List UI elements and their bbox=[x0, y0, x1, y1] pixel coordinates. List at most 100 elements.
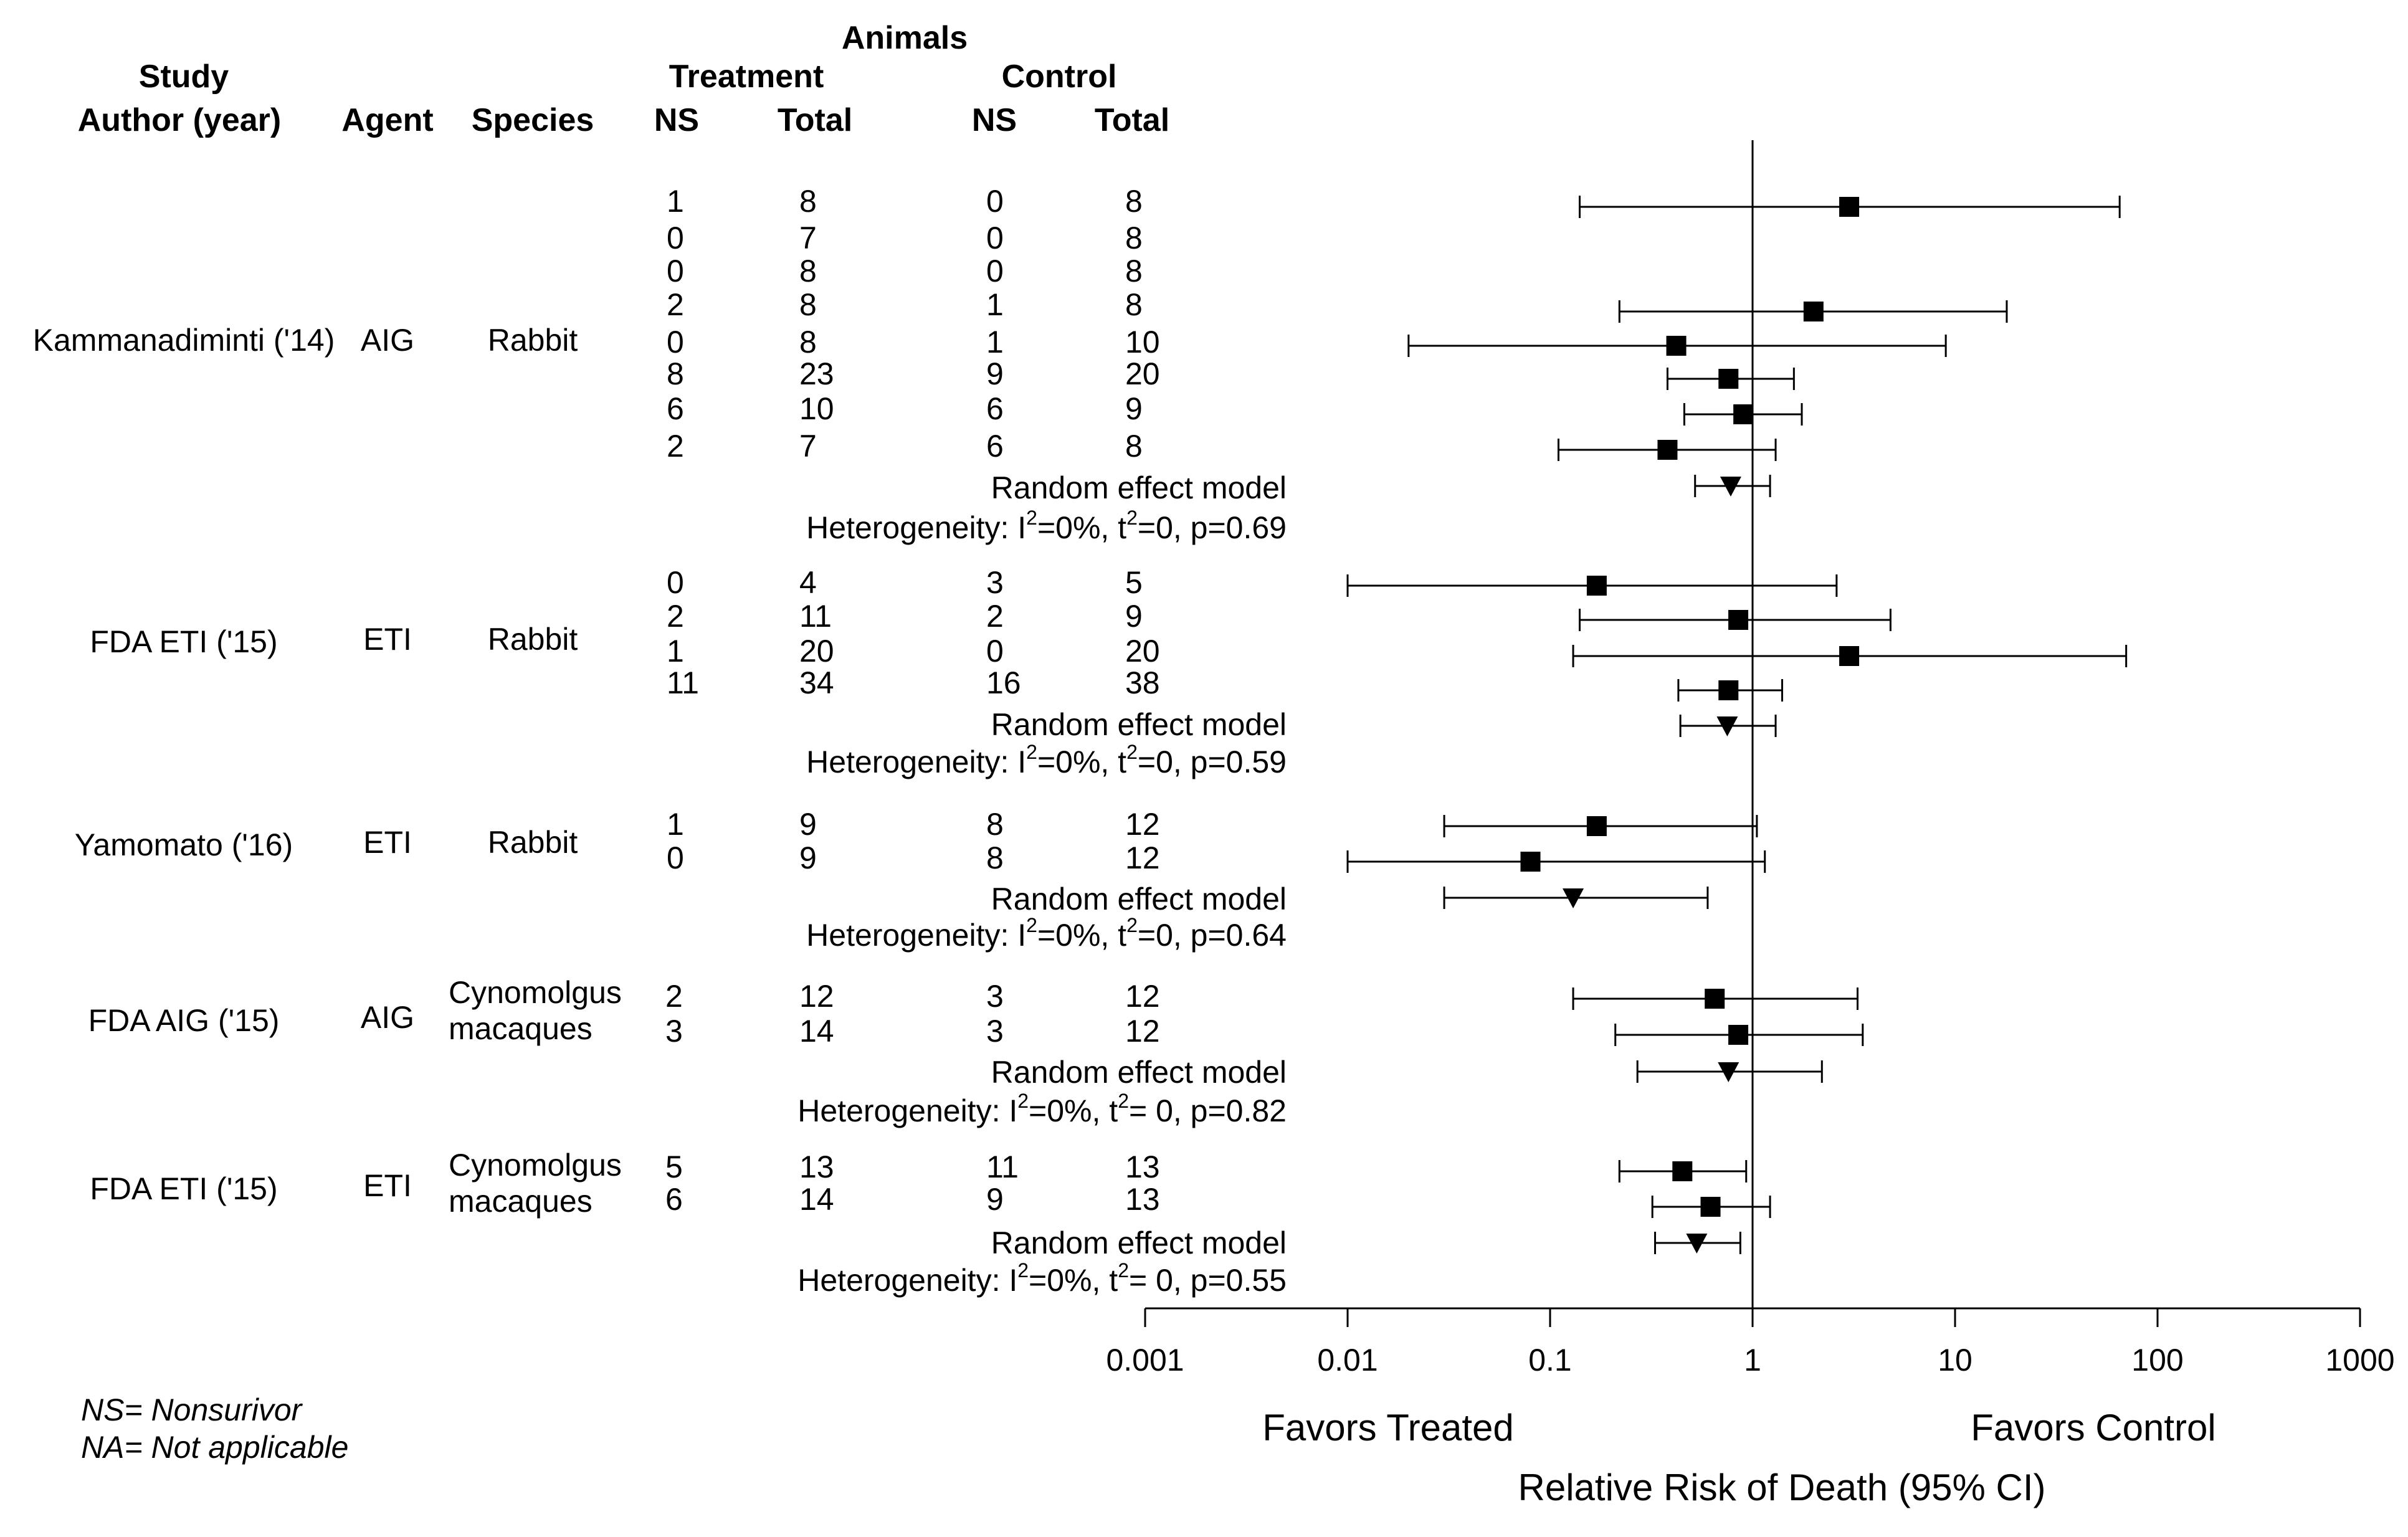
cell-total-treatment: 7 bbox=[799, 221, 817, 255]
random-effect-model-label: Random effect model bbox=[991, 707, 1287, 742]
cell-total-control: 13 bbox=[1125, 1182, 1160, 1217]
cell-ns-control: 16 bbox=[986, 665, 1021, 700]
cell-ns-control: 0 bbox=[986, 221, 1004, 255]
point-estimate-square bbox=[1718, 680, 1739, 700]
cell-ns-treatment: 0 bbox=[667, 565, 684, 600]
point-estimate-square bbox=[1728, 1025, 1749, 1045]
study-label: Kammanadiminti ('14) bbox=[33, 323, 335, 358]
cell-ns-control: 2 bbox=[986, 599, 1004, 634]
cell-ns-control: 3 bbox=[986, 979, 1004, 1014]
cell-ns-control: 11 bbox=[986, 1149, 1019, 1184]
study-estimate bbox=[1557, 439, 1777, 461]
cell-ns-treatment: 6 bbox=[665, 1182, 683, 1217]
cell-total-treatment: 11 bbox=[799, 599, 832, 634]
cell-ns-control: 1 bbox=[986, 325, 1004, 359]
group-labels: Kammanadiminti ('14) AIG Rabbit FDA ETI … bbox=[33, 323, 622, 1219]
header-control: Control bbox=[1002, 59, 1117, 95]
cell-total-treatment: 12 bbox=[799, 979, 834, 1014]
study-estimate bbox=[1572, 987, 1859, 1010]
cell-total-treatment: 8 bbox=[799, 287, 817, 322]
favors-treated-label: Favors Treated bbox=[1262, 1407, 1514, 1449]
cell-ns-control: 9 bbox=[986, 1182, 1004, 1217]
x-tick-label: 0.1 bbox=[1528, 1343, 1572, 1378]
cell-ns-control: 6 bbox=[986, 429, 1004, 464]
species-label: Rabbit bbox=[488, 323, 578, 358]
cell-ns-treatment: 0 bbox=[667, 840, 684, 875]
cell-total-control: 8 bbox=[1125, 254, 1143, 288]
cell-ns-control: 9 bbox=[986, 356, 1004, 391]
pooled-estimate bbox=[1443, 887, 1709, 909]
cell-ns-control: 0 bbox=[986, 254, 1004, 288]
agent-label: ETI bbox=[363, 1168, 412, 1203]
study-estimate bbox=[1578, 609, 1892, 631]
point-estimate-square bbox=[1657, 440, 1678, 460]
header-total-control: Total bbox=[1095, 102, 1169, 138]
cell-total-control: 12 bbox=[1125, 1014, 1160, 1049]
favors-control-label: Favors Control bbox=[1971, 1407, 2215, 1449]
cell-total-control: 12 bbox=[1125, 840, 1160, 875]
cell-ns-treatment: 3 bbox=[665, 1014, 683, 1049]
point-estimate-square bbox=[1733, 404, 1754, 424]
cell-total-treatment: 9 bbox=[799, 807, 817, 842]
table-body: 1 8 0 8 0 7 0 8 0 8 0 8 2 8 1 8 0 8 1 10… bbox=[665, 184, 1287, 1298]
cell-total-control: 38 bbox=[1125, 665, 1160, 700]
cell-ns-control: 3 bbox=[986, 565, 1004, 600]
cell-total-control: 20 bbox=[1125, 356, 1160, 391]
cell-total-treatment: 14 bbox=[799, 1014, 834, 1049]
estimates bbox=[1346, 196, 2128, 1254]
study-label: FDA ETI ('15) bbox=[90, 1171, 277, 1206]
header-treatment: Treatment bbox=[669, 59, 824, 95]
cell-total-treatment: 8 bbox=[799, 184, 817, 219]
cell-ns-treatment: 2 bbox=[667, 429, 684, 464]
study-estimate bbox=[1683, 403, 1803, 426]
pooled-estimate bbox=[1694, 475, 1771, 497]
point-estimate-square bbox=[1839, 646, 1860, 666]
study-estimate bbox=[1618, 300, 2008, 323]
cell-total-control: 20 bbox=[1125, 634, 1160, 669]
cell-ns-treatment: 11 bbox=[667, 665, 699, 700]
cell-ns-control: 0 bbox=[986, 184, 1004, 219]
point-estimate-square bbox=[1672, 1161, 1693, 1181]
x-axis-title: Relative Risk of Death (95% CI) bbox=[1518, 1467, 2046, 1508]
cell-ns-control: 0 bbox=[986, 634, 1004, 669]
header-ns-control: NS bbox=[972, 102, 1017, 138]
x-tick-label: 100 bbox=[2131, 1343, 2183, 1378]
cell-ns-control: 8 bbox=[986, 840, 1004, 875]
cell-total-treatment: 14 bbox=[799, 1182, 834, 1217]
pooled-triangle-marker bbox=[1718, 1062, 1739, 1082]
point-estimate-square bbox=[1803, 302, 1824, 321]
heterogeneity-stats: Heterogeneity: I2=0%, t2=0, p=0.59 bbox=[806, 741, 1287, 779]
pooled-estimate bbox=[1679, 715, 1777, 737]
cell-total-control: 5 bbox=[1125, 565, 1143, 600]
x-tick-label: 1 bbox=[1744, 1343, 1761, 1378]
heterogeneity-stats: Heterogeneity: I2=0%, t2=0, p=0.69 bbox=[806, 507, 1287, 545]
pooled-estimate bbox=[1654, 1232, 1741, 1254]
pooled-estimate bbox=[1636, 1060, 1823, 1083]
point-estimate-square bbox=[1705, 989, 1725, 1009]
header-animals: Animals bbox=[842, 20, 968, 56]
point-estimate-square bbox=[1718, 369, 1739, 389]
cell-total-treatment: 20 bbox=[799, 634, 834, 669]
pooled-triangle-marker bbox=[1716, 716, 1738, 736]
point-estimate-square bbox=[1586, 576, 1607, 596]
cell-ns-treatment: 2 bbox=[665, 979, 683, 1014]
cell-total-control: 10 bbox=[1125, 325, 1160, 359]
study-estimate bbox=[1346, 574, 1838, 597]
point-estimate-square bbox=[1839, 197, 1860, 217]
header-author-year: Author (year) bbox=[78, 102, 281, 138]
study-estimate bbox=[1407, 335, 1947, 357]
cell-ns-treatment: 1 bbox=[667, 807, 684, 842]
cell-ns-control: 1 bbox=[986, 287, 1004, 322]
heterogeneity-stats: Heterogeneity: I2=0%, t2=0, p=0.64 bbox=[806, 914, 1287, 953]
study-estimate bbox=[1666, 368, 1795, 390]
cell-total-treatment: 4 bbox=[799, 565, 817, 600]
cell-ns-treatment: 0 bbox=[667, 254, 684, 288]
cell-total-treatment: 10 bbox=[799, 391, 834, 426]
study-estimate bbox=[1578, 196, 2121, 218]
study-label: Yamomato ('16) bbox=[75, 827, 293, 862]
cell-total-treatment: 23 bbox=[799, 356, 834, 391]
study-estimate bbox=[1651, 1196, 1771, 1218]
cell-ns-treatment: 6 bbox=[667, 391, 684, 426]
agent-label: ETI bbox=[363, 825, 412, 860]
